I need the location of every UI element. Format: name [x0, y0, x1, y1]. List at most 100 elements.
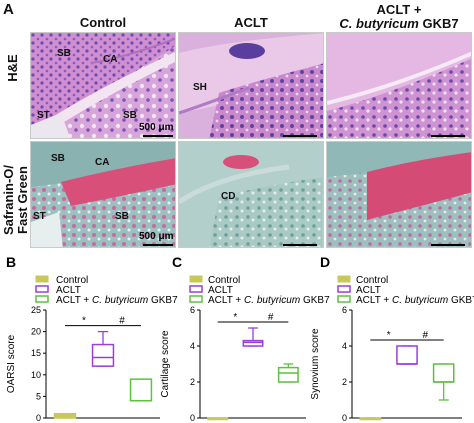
plot-b-box-aclt	[91, 343, 115, 367]
row-title-safranin: Safranin-O/ Fast Green	[1, 150, 30, 250]
he-control-image: SB CA SB ST 500 μm	[30, 32, 176, 139]
scale-bar	[283, 244, 317, 246]
legend-c-control-swatch	[189, 275, 203, 283]
column-title-aclt: ACLT	[234, 15, 268, 30]
row-title-safranin-line1: Safranin-O/	[1, 164, 16, 236]
legend-d-control-swatch	[337, 275, 351, 283]
plot-b-tick-label: 0	[36, 413, 41, 423]
he-control-label-st: ST	[37, 110, 50, 121]
plot-b-tick-label: 25	[31, 305, 41, 315]
legend-d-aclt-swatch	[337, 285, 351, 293]
plot-d-sig-symbol: *	[387, 330, 391, 341]
plot-b-y-label: OARSI score	[6, 334, 17, 393]
he-aclt-image: SH	[178, 32, 324, 139]
panel-b-letter: B	[6, 254, 16, 270]
legend-c-aclt-label: ACLT	[208, 285, 233, 296]
plot-d-tick-label: 2	[342, 377, 347, 387]
legend-d-aclt-label: ACLT	[356, 285, 381, 296]
plot-c-box-aclt	[242, 339, 264, 347]
scale-bar	[143, 244, 173, 246]
scale-bar	[431, 135, 465, 137]
legend-c-strain: GKB7	[300, 295, 330, 306]
plot-d-tick-label: 0	[342, 413, 347, 423]
legend-d: Control ACLT ACLT + C. butyricum GKB7	[337, 275, 474, 306]
sf-aclt-label-cd: CD	[221, 191, 236, 202]
legend-b-treated-prefix: ACLT +	[56, 295, 92, 306]
panel-d-letter: D	[320, 254, 330, 270]
strain-name: GKB7	[418, 16, 459, 31]
sf-control-label-sb1: SB	[51, 153, 65, 164]
legend-b: Control ACLT ACLT + C. butyricum GKB7	[35, 275, 178, 306]
safranin-aclt-image: CD	[178, 141, 324, 248]
plot-c-tick-label: 2	[190, 377, 195, 387]
plot-c-y-label: Cartilage score	[160, 330, 171, 398]
he-aclt-label-sh: SH	[193, 82, 207, 93]
plot-d-box-aclt	[396, 345, 418, 365]
safranin-treated-image	[326, 141, 472, 248]
he-treated-image	[326, 32, 472, 139]
plot-c-tick-label: 4	[190, 341, 195, 351]
legend-c-aclt-swatch	[189, 285, 203, 293]
panel-d: D Control ACLT ACLT + C. butyricum GKB7 …	[310, 254, 474, 423]
legend-d-species: C. butyricum	[392, 295, 448, 306]
sf-control-label-sb2: SB	[115, 211, 129, 222]
panel-b: B Control ACLT ACLT + C. butyricum GKB7 …	[6, 254, 178, 423]
plot-b-tick-label: 10	[31, 370, 41, 380]
panel-a-letter: A	[3, 1, 14, 18]
legend-d-treated-label: ACLT + C. butyricum GKB7	[356, 295, 474, 306]
plot-d-box-treated	[432, 363, 455, 383]
legend-d-treated-prefix: ACLT +	[356, 295, 392, 306]
plot-b-sig-symbol: #	[119, 316, 125, 327]
plot-c-box-treated	[277, 366, 299, 383]
plot-d-tick-label: 6	[342, 305, 347, 315]
column-title-treated-line1: ACLT +	[376, 2, 422, 17]
column-title-control: Control	[79, 15, 127, 30]
plot-c-tick-label: 0	[190, 413, 195, 423]
legend-b-control-label: Control	[56, 275, 88, 286]
scale-bar	[143, 135, 173, 137]
plot-c-tick-label: 6	[190, 305, 195, 315]
he-control-label-ca: CA	[103, 54, 118, 65]
plot-c-sig-symbol: #	[268, 312, 274, 323]
scale-bar	[431, 244, 465, 246]
legend-c-treated-swatch	[189, 295, 203, 303]
panel-c: C Control ACLT ACLT + C. butyricum GKB7 …	[160, 254, 330, 423]
charts-area: B Control ACLT ACLT + C. butyricum GKB7 …	[6, 254, 474, 423]
plot-d-y-label: Synovium score	[310, 328, 321, 400]
legend-d-strain: GKB7	[448, 295, 474, 306]
safranin-control-image: SB CA ST SB 500 μm	[30, 141, 176, 248]
sf-control-label-ca: CA	[95, 157, 110, 168]
legend-c-treated-prefix: ACLT +	[208, 295, 244, 306]
column-title-treated-line2: C. butyricum GKB7	[326, 17, 472, 31]
legend-b-aclt-label: ACLT	[56, 285, 81, 296]
plot-b-tick-label: 20	[31, 327, 41, 337]
scale-bar	[283, 135, 317, 137]
plot-b-sig-symbol: *	[82, 316, 86, 327]
plot-d: 0 2 4 6 Synovium score * #	[310, 305, 462, 423]
legend-b-species: C. butyricum	[92, 295, 148, 306]
plot-b-tick-label: 5	[36, 391, 41, 401]
he-control-label-sb2: SB	[123, 110, 137, 121]
legend-b-aclt-swatch	[35, 285, 49, 293]
legend-b-treated-label: ACLT + C. butyricum GKB7	[56, 295, 178, 306]
plot-b: 0 5 10 15 20 25 OARSI score * #	[6, 305, 160, 423]
row-title-he: H&E	[5, 54, 20, 82]
legend-d-treated-swatch	[337, 295, 351, 303]
legend-b-control-swatch	[35, 275, 49, 283]
legend-c-control-label: Control	[208, 275, 240, 286]
plot-d-tick-label: 4	[342, 341, 347, 351]
sf-control-label-st: ST	[33, 211, 46, 222]
panel-c-letter: C	[172, 254, 182, 270]
legend-d-control-label: Control	[356, 275, 388, 286]
species-name: C. butyricum	[339, 16, 419, 31]
plot-d-sig-symbol: #	[423, 330, 429, 341]
row-title-safranin-line2: Fast Green	[15, 166, 30, 234]
legend-b-treated-swatch	[35, 295, 49, 303]
plot-c-sig-symbol: *	[233, 312, 237, 323]
legend-b-strain: GKB7	[148, 295, 178, 306]
scale-bar-text: 500 μm	[139, 122, 174, 133]
plot-b-box-treated	[129, 378, 153, 402]
legend-c: Control ACLT ACLT + C. butyricum GKB7	[189, 275, 330, 306]
legend-c-species: C. butyricum	[244, 295, 300, 306]
legend-c-treated-label: ACLT + C. butyricum GKB7	[208, 295, 330, 306]
